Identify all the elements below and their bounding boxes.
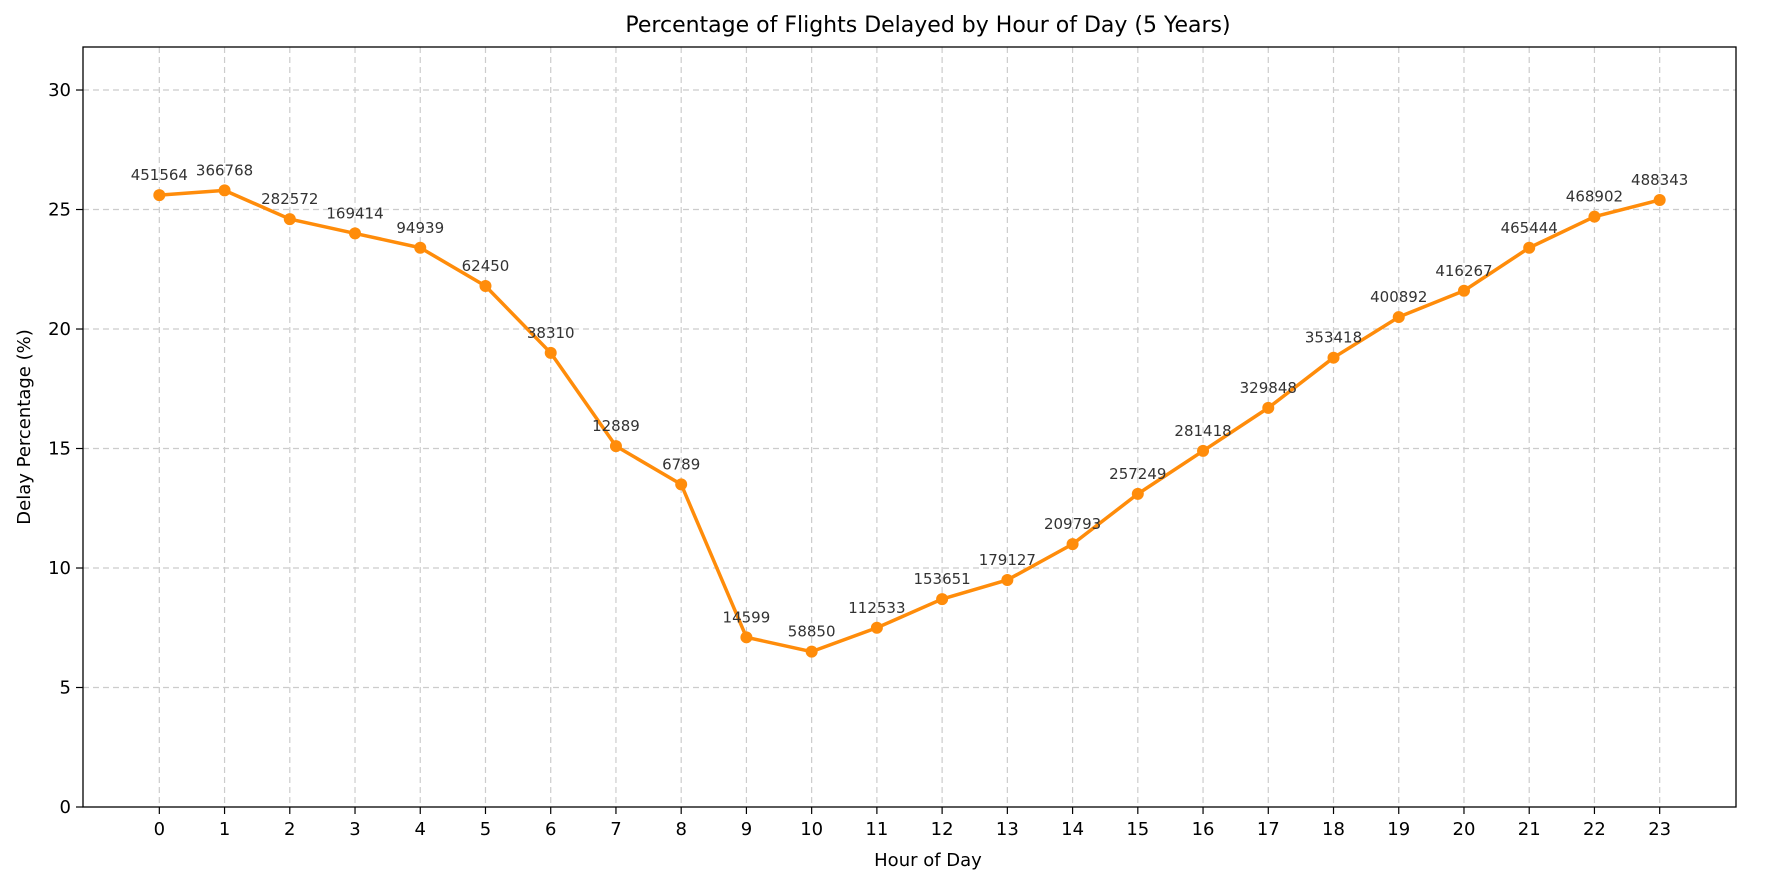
data-point-label: 38310 <box>527 324 575 342</box>
data-point-label: 282572 <box>261 190 318 208</box>
y-tick-label: 30 <box>48 80 71 101</box>
data-point <box>1197 444 1210 457</box>
data-point-label: 488343 <box>1631 171 1688 189</box>
data-point-label: 6789 <box>662 455 700 473</box>
x-tick-label: 15 <box>1126 819 1149 840</box>
data-point-label: 465444 <box>1501 219 1558 237</box>
data-point-label: 12889 <box>592 417 640 435</box>
data-point <box>609 440 622 453</box>
x-tick-label: 21 <box>1518 819 1541 840</box>
series-line <box>159 188 1661 654</box>
x-axis: 0 1 2 3 4 5 6 7 8 9 10 11 12 13 14 15 16 17 18 19 20 21 22 23 <box>154 807 1671 840</box>
x-tick-label: 9 <box>741 819 752 840</box>
x-tick-label: 3 <box>349 819 360 840</box>
data-point <box>479 279 492 292</box>
x-tick-label: 0 <box>154 819 165 840</box>
y-tick-label: 5 <box>60 678 71 699</box>
data-point <box>153 189 166 202</box>
x-tick-label: 12 <box>931 819 954 840</box>
data-point-label: 416267 <box>1435 262 1492 280</box>
data-labels: 451564 366768 282572 169414 94939 62450 38310 1… <box>131 161 1689 640</box>
x-tick-label: 5 <box>480 819 491 840</box>
data-point <box>1457 284 1470 297</box>
data-point-label: 400892 <box>1370 288 1427 306</box>
data-point-label: 281418 <box>1174 422 1231 440</box>
data-point <box>1653 193 1666 206</box>
x-tick-label: 17 <box>1257 819 1280 840</box>
x-tick-label: 19 <box>1387 819 1410 840</box>
x-tick-label: 11 <box>865 819 888 840</box>
data-point <box>1131 487 1144 500</box>
x-tick-label: 14 <box>1061 819 1084 840</box>
x-tick-label: 6 <box>545 819 556 840</box>
y-tick-label: 15 <box>48 439 71 460</box>
y-tick-label: 10 <box>48 558 71 579</box>
x-tick-label: 8 <box>675 819 686 840</box>
y-axis-label: Delay Percentage (%) <box>14 329 35 524</box>
data-point <box>805 645 818 658</box>
x-tick-label: 18 <box>1322 819 1345 840</box>
x-tick-label: 16 <box>1192 819 1215 840</box>
x-tick-label: 1 <box>219 819 230 840</box>
data-point <box>1066 538 1079 551</box>
data-point-label: 62450 <box>462 257 510 275</box>
data-point-label: 329848 <box>1240 379 1297 397</box>
y-axis: 0 5 10 15 20 25 30 <box>48 80 83 818</box>
data-point <box>1001 573 1014 586</box>
data-point <box>740 631 753 644</box>
data-point-label: 153651 <box>913 570 970 588</box>
data-point <box>936 593 949 606</box>
data-point-label: 257249 <box>1109 465 1166 483</box>
y-tick-label: 20 <box>48 319 71 340</box>
x-tick-label: 4 <box>415 819 426 840</box>
x-tick-label: 10 <box>800 819 823 840</box>
data-point <box>218 184 231 197</box>
data-point <box>414 241 427 254</box>
data-point <box>1262 401 1275 414</box>
x-tick-label: 20 <box>1453 819 1476 840</box>
data-point <box>1588 210 1601 223</box>
y-tick-label: 25 <box>48 200 71 221</box>
data-point-label: 179127 <box>979 551 1036 569</box>
data-point-label: 94939 <box>396 219 444 237</box>
data-point-label: 209793 <box>1044 515 1101 533</box>
x-tick-label: 7 <box>610 819 621 840</box>
grid-lines <box>83 47 1736 807</box>
series-line-group <box>153 184 1666 658</box>
data-point <box>1392 311 1405 324</box>
plot-area-frame <box>82 46 1737 808</box>
y-tick-label: 0 <box>60 797 71 818</box>
x-axis-label: Hour of Day <box>874 850 982 871</box>
data-point-label: 353418 <box>1305 329 1362 347</box>
x-tick-label: 2 <box>284 819 295 840</box>
data-point-label: 468902 <box>1566 188 1623 206</box>
chart-title: Percentage of Flights Delayed by Hour of… <box>625 13 1230 38</box>
x-tick-label: 13 <box>996 819 1019 840</box>
x-tick-label: 22 <box>1583 819 1606 840</box>
data-point <box>544 346 557 359</box>
data-point-label: 451564 <box>131 166 188 184</box>
data-point-label: 14599 <box>723 608 771 626</box>
data-point-label: 366768 <box>196 161 253 179</box>
data-point <box>1327 351 1340 364</box>
data-point-label: 169414 <box>326 204 383 222</box>
data-point <box>349 227 362 240</box>
data-point <box>283 213 296 226</box>
data-point-label: 112533 <box>848 599 905 617</box>
data-point <box>675 478 688 491</box>
data-point <box>870 621 883 634</box>
x-tick-label: 23 <box>1648 819 1671 840</box>
data-point <box>1523 241 1536 254</box>
data-point-label: 58850 <box>788 623 836 641</box>
